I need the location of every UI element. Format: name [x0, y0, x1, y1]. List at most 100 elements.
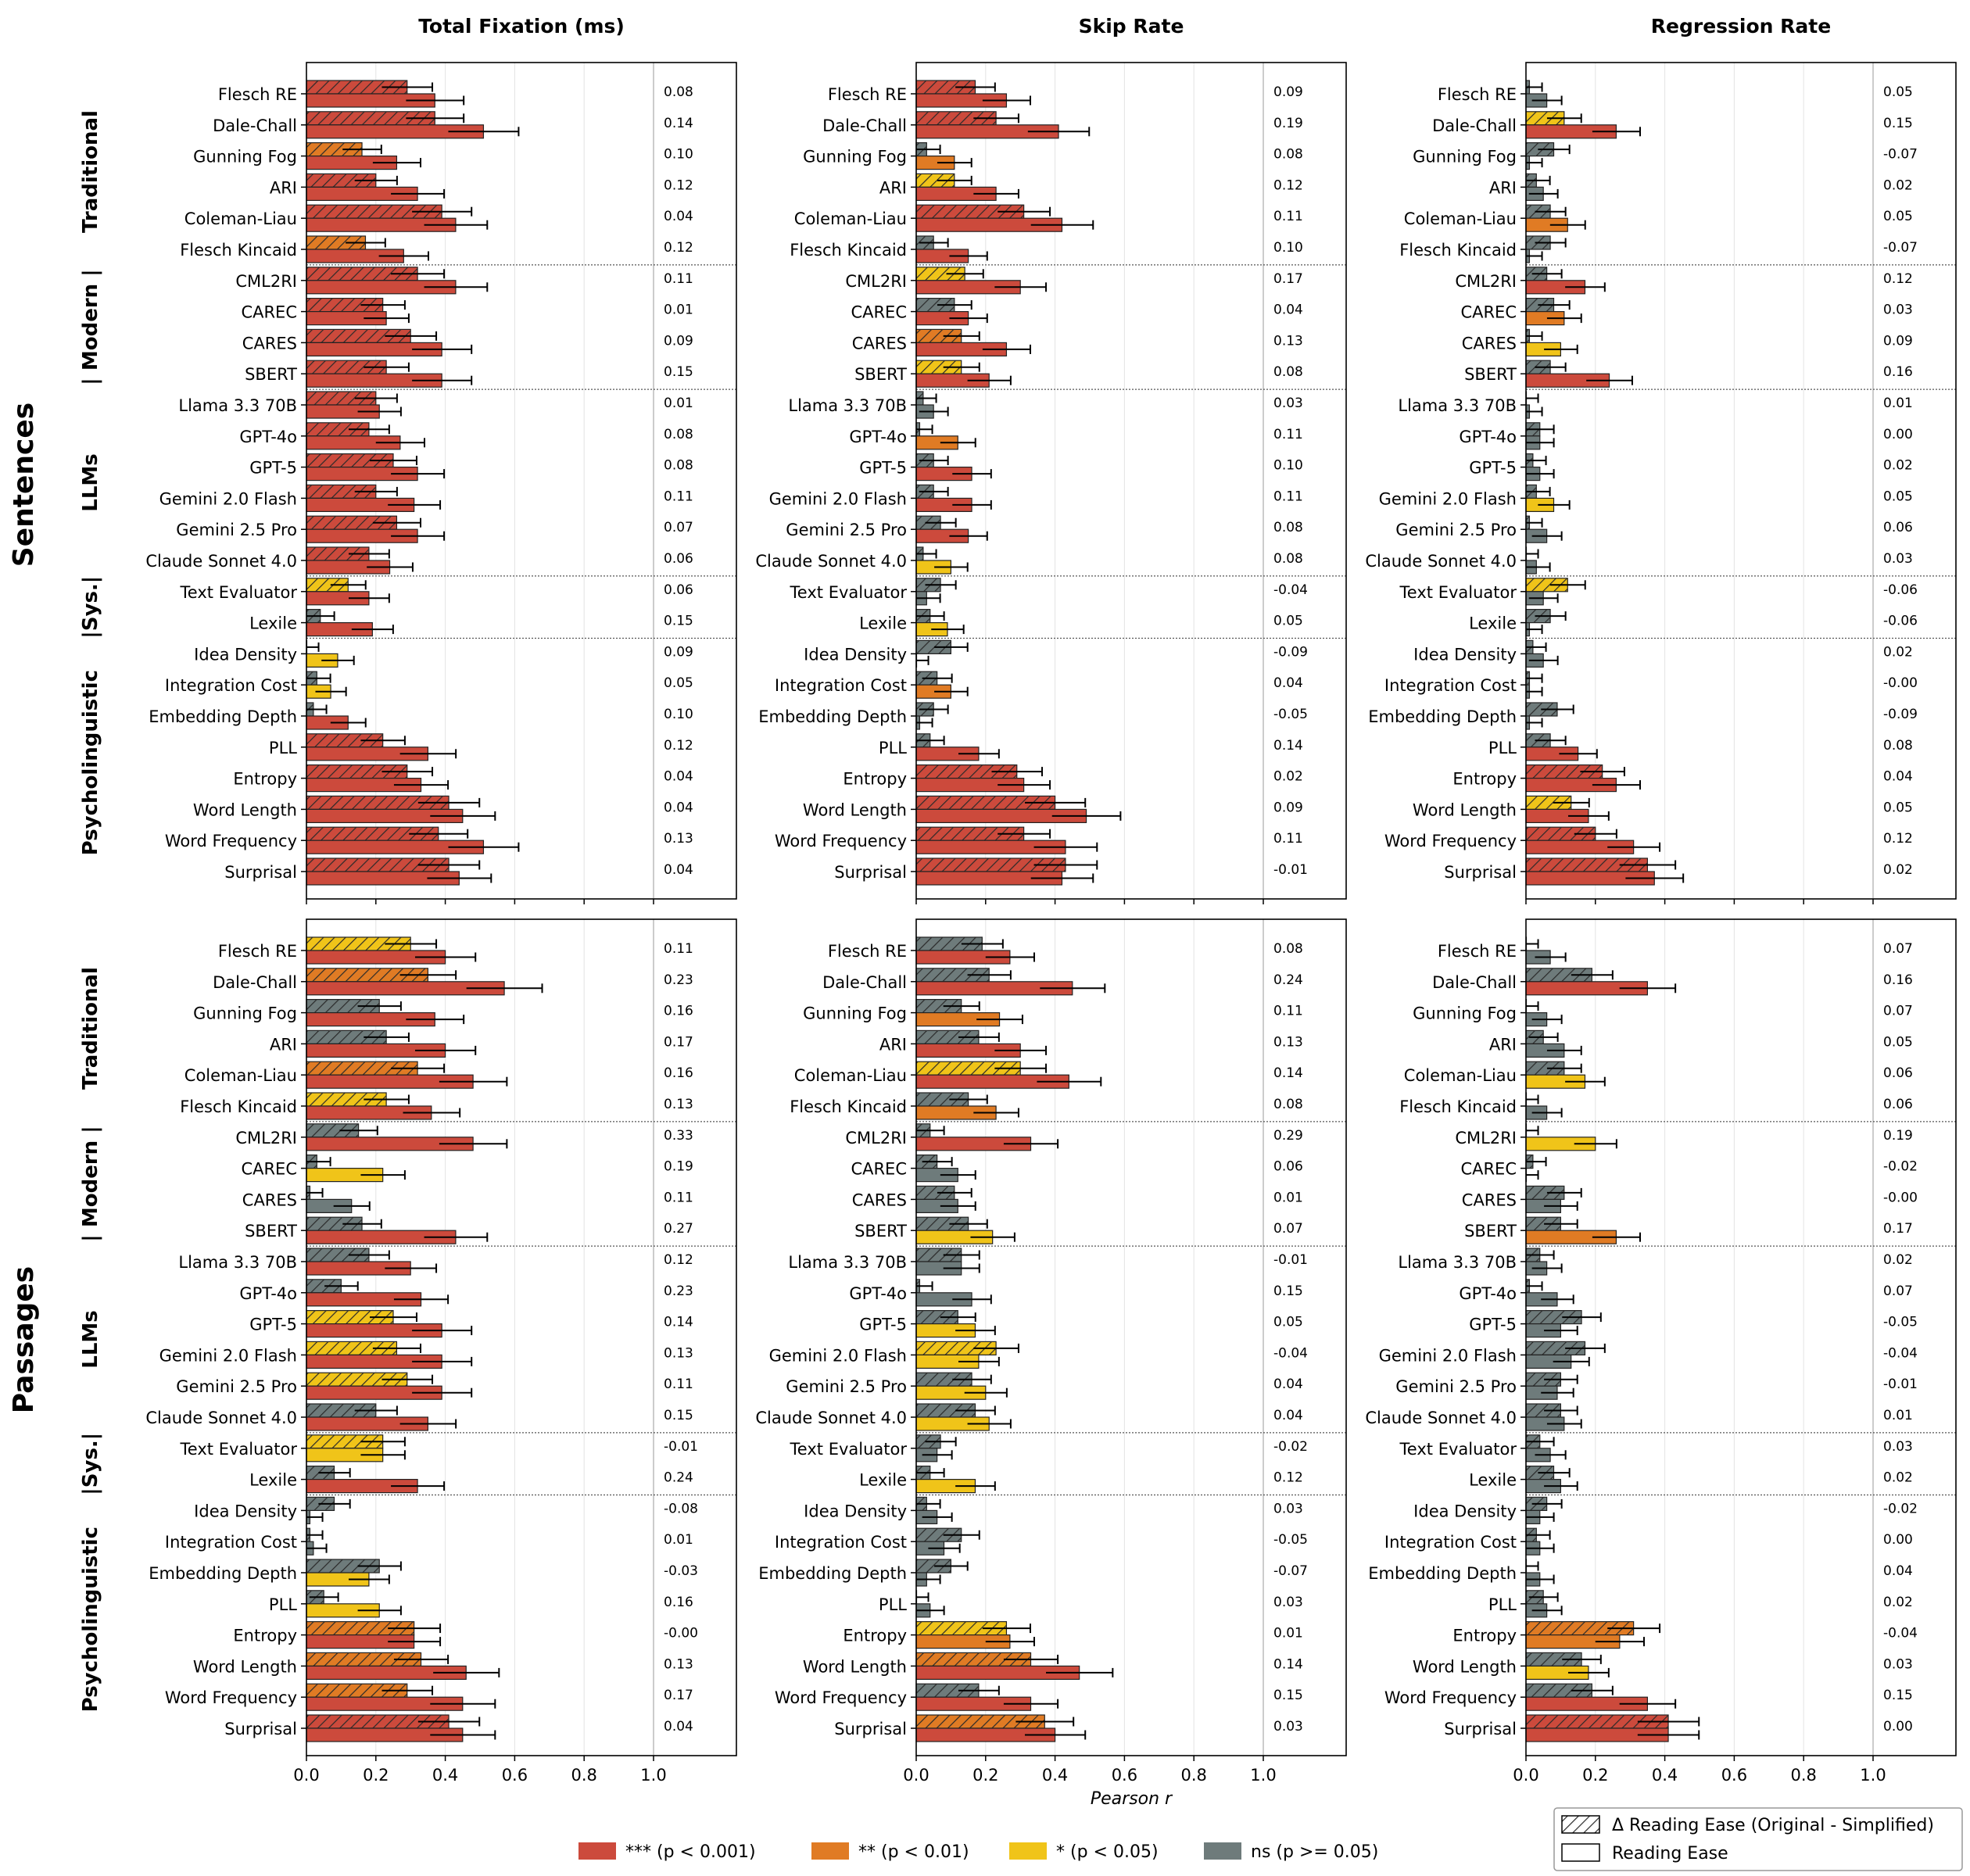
delta-bar-hatch: [306, 422, 369, 436]
diff-label: 0.17: [1883, 1221, 1913, 1237]
delta-bar-hatch: [306, 937, 411, 951]
diff-label: 0.16: [664, 1065, 693, 1081]
diff-label: 0.13: [664, 831, 693, 847]
y-tick-label: CARES: [852, 334, 907, 353]
delta-bar-hatch: [306, 1123, 359, 1137]
delta-bar-hatch: [1526, 1652, 1582, 1667]
y-tick-label: Surprisal: [834, 1720, 907, 1738]
delta-bar-hatch: [306, 81, 407, 94]
y-tick-label: Idea Density: [1413, 1502, 1517, 1520]
delta-bar-hatch: [916, 205, 1024, 219]
diff-label: 0.06: [1273, 1159, 1303, 1175]
group-label: LLMs: [79, 1310, 102, 1368]
delta-bar-hatch: [916, 1341, 997, 1355]
y-tick-label: Coleman-Liau: [1404, 1066, 1517, 1085]
y-tick-label: Text Evaluator: [180, 1440, 298, 1459]
diff-label: -0.09: [1883, 707, 1918, 722]
x-tick-label: 0.2: [972, 1766, 998, 1785]
delta-bar-hatch: [916, 360, 962, 374]
y-tick-label: Entropy: [1452, 770, 1517, 789]
delta-bar-hatch: [1526, 1404, 1561, 1417]
y-tick-label: Text Evaluator: [790, 1440, 908, 1459]
delta-bar-hatch: [306, 516, 397, 530]
y-tick-label: ARI: [1489, 178, 1517, 197]
delta-bar-hatch: [306, 1373, 407, 1387]
delta-bar-hatch: [916, 640, 951, 654]
delta-bar-hatch: [306, 329, 411, 343]
diff-label: 0.06: [1883, 1065, 1913, 1081]
chart-panel-2: Flesch RE 0.09 Dale-Chall 0.19 Gunning Fog 0.…: [755, 15, 1347, 904]
diff-label: 0.09: [664, 333, 693, 349]
x-tick-label: 0.4: [1652, 1766, 1678, 1785]
delta-bar-hatch: [916, 81, 976, 94]
legend-label-delta: Δ Reading Ease (Original - Simplified): [1612, 1816, 1934, 1835]
y-tick-label: Lexile: [249, 614, 297, 633]
diff-label: 0.17: [664, 1688, 693, 1703]
diff-label: 0.19: [664, 1159, 693, 1175]
diff-label: 0.08: [1273, 1097, 1303, 1112]
y-tick-label: CML2RI: [235, 1129, 297, 1147]
diff-label: -0.01: [1273, 1252, 1308, 1268]
y-tick-label: GPT-5: [249, 1316, 297, 1334]
y-tick-label: Idea Density: [804, 645, 907, 664]
y-tick-label: GPT-4o: [239, 1284, 297, 1303]
delta-bar-hatch: [306, 999, 380, 1013]
diff-label: -0.04: [1273, 582, 1308, 598]
delta-bar-hatch: [1526, 1715, 1669, 1728]
y-tick-label: PLL: [879, 1595, 907, 1614]
diff-label: 0.02: [1883, 1470, 1913, 1486]
diff-label: 0.04: [1273, 1377, 1303, 1392]
diff-label: 0.05: [1883, 1034, 1913, 1050]
delta-bar-hatch: [916, 1373, 972, 1387]
y-tick-label: Idea Density: [1413, 645, 1517, 664]
chart-panel-6: Flesch RE 0.07 Dale-Chall 0.16 Gunning Fog 0.…: [1365, 918, 1957, 1785]
delta-bar-hatch: [916, 1715, 1045, 1728]
diff-label: 0.06: [1883, 520, 1913, 535]
y-tick-label: CAREC: [851, 1160, 907, 1179]
y-tick-label: Surprisal: [224, 863, 297, 882]
y-tick-label: Gunning Fog: [803, 1004, 907, 1023]
row-label-sentences: Sentences: [8, 403, 40, 567]
delta-bar-hatch: [916, 1062, 1021, 1076]
group-label: |Sys.|: [79, 576, 102, 639]
diff-label: 0.08: [1273, 520, 1303, 535]
delta-bar-hatch: [1526, 1217, 1561, 1231]
y-tick-label: Embedding Depth: [149, 707, 297, 726]
y-tick-label: Gunning Fog: [193, 148, 297, 166]
diff-label: -0.00: [664, 1626, 698, 1642]
delta-bar-hatch: [916, 329, 962, 343]
delta-bar-hatch: [916, 298, 955, 312]
y-tick-label: Dale-Chall: [1432, 116, 1517, 135]
group-label: | Modern |: [79, 1126, 102, 1241]
diff-label: 0.04: [1883, 769, 1913, 785]
row-label-passages: Passages: [8, 1266, 40, 1413]
delta-bar-hatch: [306, 858, 450, 872]
y-tick-label: Word Length: [1413, 800, 1517, 819]
chart-panel-5: Flesch RE 0.08 Dale-Chall 0.24 Gunning Fog 0.…: [755, 918, 1347, 1809]
diff-label: 0.08: [1273, 147, 1303, 163]
diff-label: 0.11: [664, 271, 693, 287]
diff-label: 0.11: [664, 941, 693, 957]
y-tick-label: GPT-5: [859, 1316, 907, 1334]
diff-label: -0.06: [1883, 582, 1918, 598]
y-tick-label: CAREC: [1460, 1160, 1517, 1179]
delta-bar-hatch: [916, 1310, 958, 1324]
delta-bar-hatch: [306, 1715, 450, 1728]
diff-label: 0.03: [1273, 1719, 1303, 1735]
y-tick-label: GPT-4o: [849, 1284, 907, 1303]
y-tick-label: Gemini 2.5 Pro: [786, 1377, 907, 1396]
diff-label: 0.07: [664, 520, 693, 535]
y-tick-label: Entropy: [233, 1627, 297, 1645]
y-tick-label: Entropy: [233, 770, 297, 789]
diff-label: 0.11: [1273, 209, 1303, 224]
diff-label: 0.10: [664, 707, 693, 722]
delta-bar-hatch: [916, 796, 1055, 810]
legend-swatch-sig2: [811, 1842, 849, 1860]
y-tick-label: ARI: [879, 178, 907, 197]
diff-label: 0.24: [664, 1470, 693, 1486]
y-tick-label: GPT-4o: [239, 428, 297, 446]
y-tick-label: Gemini 2.0 Flash: [159, 1346, 297, 1365]
y-tick-label: CARES: [1462, 1190, 1517, 1209]
x-tick-label: 0.8: [1180, 1766, 1206, 1785]
diff-label: -0.02: [1273, 1439, 1308, 1455]
